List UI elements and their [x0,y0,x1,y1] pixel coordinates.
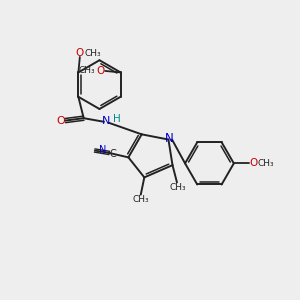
Text: O: O [250,158,258,168]
Text: CH₃: CH₃ [258,159,274,168]
Text: O: O [76,48,84,58]
Text: O: O [97,66,105,76]
Text: O: O [57,116,65,126]
Text: N: N [102,116,110,126]
Text: CH₃: CH₃ [84,49,101,58]
Text: CH₃: CH₃ [169,183,186,192]
Text: N: N [99,145,106,154]
Text: CH₃: CH₃ [132,195,149,204]
Text: C: C [109,148,116,158]
Text: N: N [165,132,173,145]
Text: CH₃: CH₃ [79,66,96,75]
Text: H: H [113,114,121,124]
